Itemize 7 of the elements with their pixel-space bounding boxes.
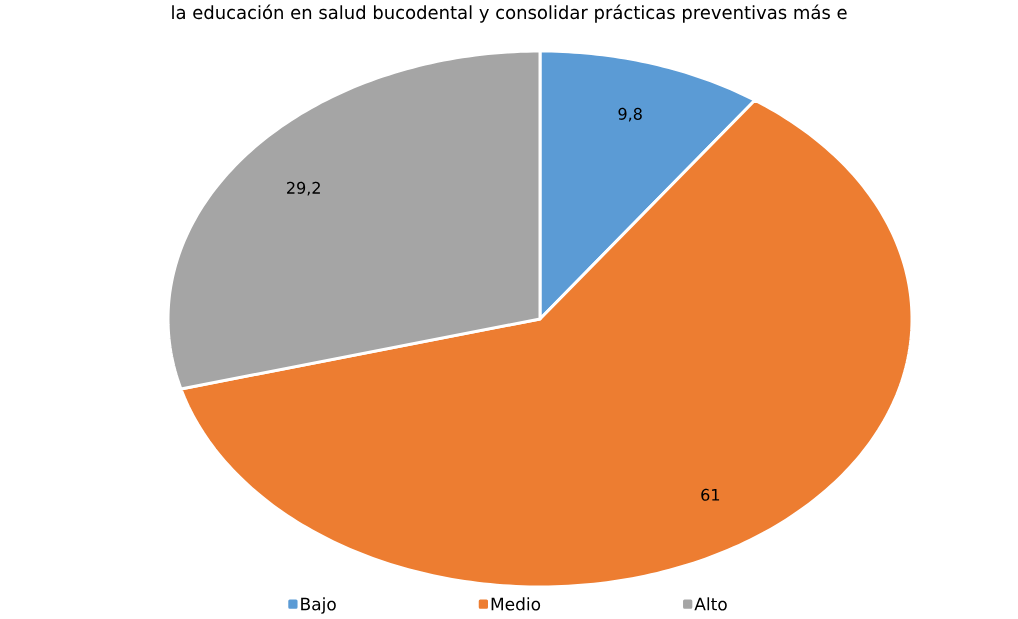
data-label: 9,8 bbox=[618, 107, 642, 122]
text: la educación en salud bucodental y consolidar prácticas preventivas más e bbox=[172, 4, 847, 23]
data-label: 29,2 bbox=[287, 181, 320, 196]
legend-label: Alto bbox=[694, 597, 727, 611]
data-label: 61 bbox=[701, 488, 720, 501]
legend-label: Medio bbox=[491, 597, 541, 611]
legend-label: Bajo bbox=[301, 597, 336, 614]
